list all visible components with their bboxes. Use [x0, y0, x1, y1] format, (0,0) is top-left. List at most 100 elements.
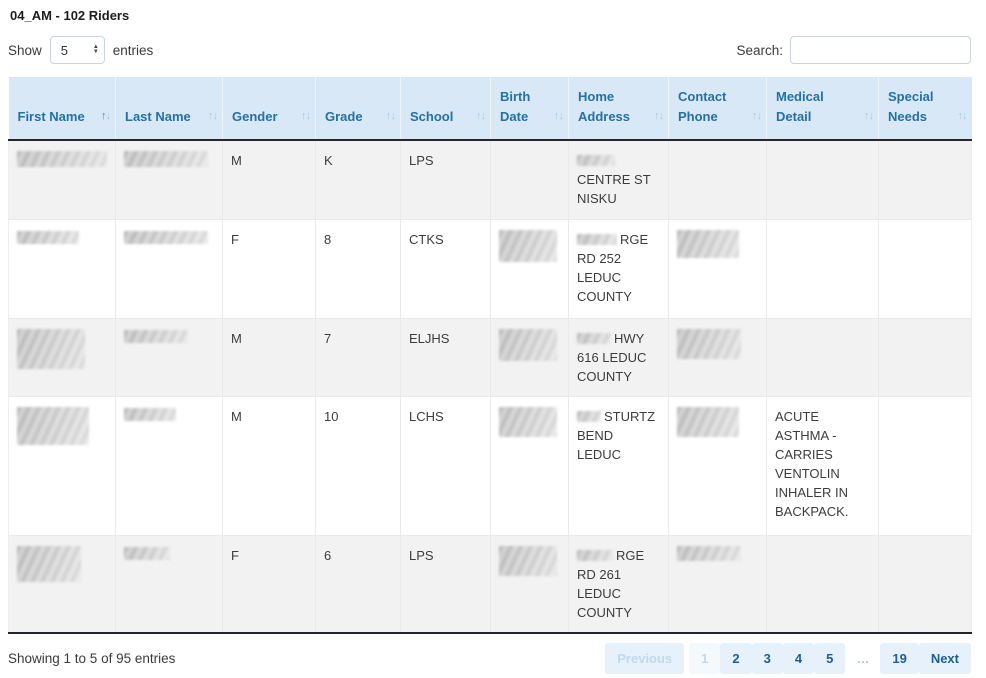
column-header-special-needs[interactable]: Special Needs ↑↓ — [878, 77, 972, 141]
cell-special-needs — [878, 318, 972, 397]
cell-contact-phone — [668, 318, 767, 397]
cell-home-address: STURTZ BEND LEDUC — [568, 396, 669, 536]
redacted-blob — [17, 328, 85, 369]
redacted-blob — [677, 545, 741, 561]
cell-school: ELJHS — [400, 318, 491, 397]
redacted-blob — [577, 155, 615, 166]
cell-first-name — [8, 396, 116, 536]
column-label: Medical Detail — [776, 89, 824, 124]
column-label: Contact Phone — [678, 89, 727, 124]
sort-icon: ↑↓ — [101, 110, 111, 122]
column-label: First Name — [17, 109, 85, 124]
column-header-home-address[interactable]: Home Address ↑↓ — [568, 77, 669, 141]
redacted-blob — [577, 410, 601, 422]
cell-special-needs — [878, 140, 972, 220]
cell-home-address: CENTRE ST NISKU — [568, 140, 669, 220]
table-controls: Show 5 ▲ ▼ entries Search: — [8, 36, 971, 64]
column-header-contact-phone[interactable]: Contact Phone ↑↓ — [668, 77, 767, 141]
cell-text: M — [231, 330, 242, 346]
sort-icon: ↑↓ — [864, 110, 874, 122]
table-row: M 7 ELJHS HWY 616 LEDUC COUNTY — [8, 318, 972, 397]
redacted-blob — [17, 545, 81, 582]
column-header-birth-date[interactable]: Birth Date ↑↓ — [490, 77, 569, 141]
cell-grade: K — [315, 140, 401, 220]
entries-label: entries — [112, 42, 154, 58]
redacted-blob — [17, 406, 89, 445]
cell-text: ELJHS — [409, 330, 450, 346]
redacted-blob — [677, 328, 741, 359]
page-button-19[interactable]: 19 — [880, 643, 919, 674]
column-label: Special Needs — [888, 89, 934, 124]
column-header-medical-detail[interactable]: Medical Detail ↑↓ — [766, 77, 879, 141]
cell-text: LPS — [409, 547, 434, 563]
column-header-school[interactable]: School ↑↓ — [400, 77, 491, 141]
cell-text: 8 — [324, 231, 332, 247]
column-header-first-name[interactable]: First Name ↑↓ — [8, 77, 116, 141]
cell-medical-detail — [766, 318, 879, 397]
cell-first-name — [8, 140, 116, 220]
page-button-next[interactable]: Next — [918, 643, 971, 674]
cell-gender: M — [222, 318, 316, 397]
cell-school: CTKS — [400, 219, 491, 319]
cell-birth-date — [490, 535, 569, 634]
column-label: Last Name — [125, 109, 191, 124]
cell-special-needs — [878, 219, 972, 319]
cell-text: 6 — [324, 547, 332, 563]
page-button-4[interactable]: 4 — [782, 643, 815, 674]
entries-select[interactable]: 5 — [49, 36, 105, 64]
column-header-last-name[interactable]: Last Name ↑↓ — [115, 77, 223, 141]
column-header-gender[interactable]: Gender ↑↓ — [222, 77, 316, 141]
search-input[interactable] — [790, 36, 971, 64]
cell-text: F — [231, 547, 239, 563]
column-label: Gender — [232, 109, 278, 124]
cell-school: LCHS — [400, 396, 491, 536]
cell-text: STURTZ BEND LEDUC — [577, 408, 656, 462]
cell-text: 10 — [324, 408, 339, 424]
redacted-blob — [124, 407, 176, 421]
cell-grade: 8 — [315, 219, 401, 319]
cell-first-name — [8, 535, 116, 634]
pagination: Previous 1 2 3 4 5 … 19 Next — [605, 643, 971, 674]
redacted-blob — [17, 151, 107, 167]
cell-medical-detail — [766, 140, 879, 220]
redacted-blob — [577, 549, 613, 561]
table-header: First Name ↑↓ Last Name ↑↓ Gender ↑↓ Grade ↑↓ Sc… — [8, 77, 972, 141]
cell-contact-phone — [668, 140, 767, 220]
cell-special-needs — [878, 396, 972, 536]
column-label: School — [410, 109, 454, 124]
redacted-blob — [124, 151, 208, 167]
cell-contact-phone — [668, 219, 767, 319]
search-label: Search: — [736, 42, 783, 58]
sort-icon: ↑↓ — [654, 110, 664, 122]
sort-icon: ↑↓ — [752, 110, 762, 122]
show-label: Show — [8, 42, 42, 58]
cell-text: CENTRE ST NISKU — [577, 172, 651, 206]
redacted-blob — [677, 229, 739, 258]
cell-home-address: HWY 616 LEDUC COUNTY — [568, 318, 669, 397]
page-button-2[interactable]: 2 — [720, 643, 752, 674]
sort-icon: ↑↓ — [554, 110, 564, 122]
cell-last-name — [115, 219, 223, 319]
sort-icon: ↑↓ — [301, 110, 311, 122]
cell-text: ACUTE ASTHMA - CARRIES VENTOLIN INHALER … — [775, 408, 849, 519]
column-label: Birth Date — [500, 89, 531, 124]
page-button-1[interactable]: 1 — [689, 643, 721, 674]
page-button-3[interactable]: 3 — [751, 643, 783, 674]
cell-gender: F — [222, 535, 316, 634]
redacted-blob — [17, 230, 79, 244]
entries-info: Showing 1 to 5 of 95 entries — [8, 651, 176, 666]
table-row: F 6 LPS RGE RD 261 LEDUC COUNTY — [8, 535, 972, 634]
cell-text: HWY 616 LEDUC COUNTY — [577, 330, 647, 384]
cell-text: LCHS — [409, 408, 444, 424]
riders-table: First Name ↑↓ Last Name ↑↓ Gender ↑↓ Grade ↑↓ Sc… — [8, 77, 972, 634]
cell-birth-date — [490, 318, 569, 397]
cell-home-address: RGE RD 252 LEDUC COUNTY — [568, 219, 669, 319]
redacted-blob — [124, 230, 208, 244]
cell-gender: F — [222, 219, 316, 319]
cell-text: 7 — [324, 330, 332, 346]
column-label: Home Address — [578, 89, 631, 124]
redacted-blob — [577, 332, 611, 344]
cell-contact-phone — [668, 535, 767, 634]
column-header-grade[interactable]: Grade ↑↓ — [315, 77, 401, 141]
page-button-5[interactable]: 5 — [814, 643, 846, 674]
